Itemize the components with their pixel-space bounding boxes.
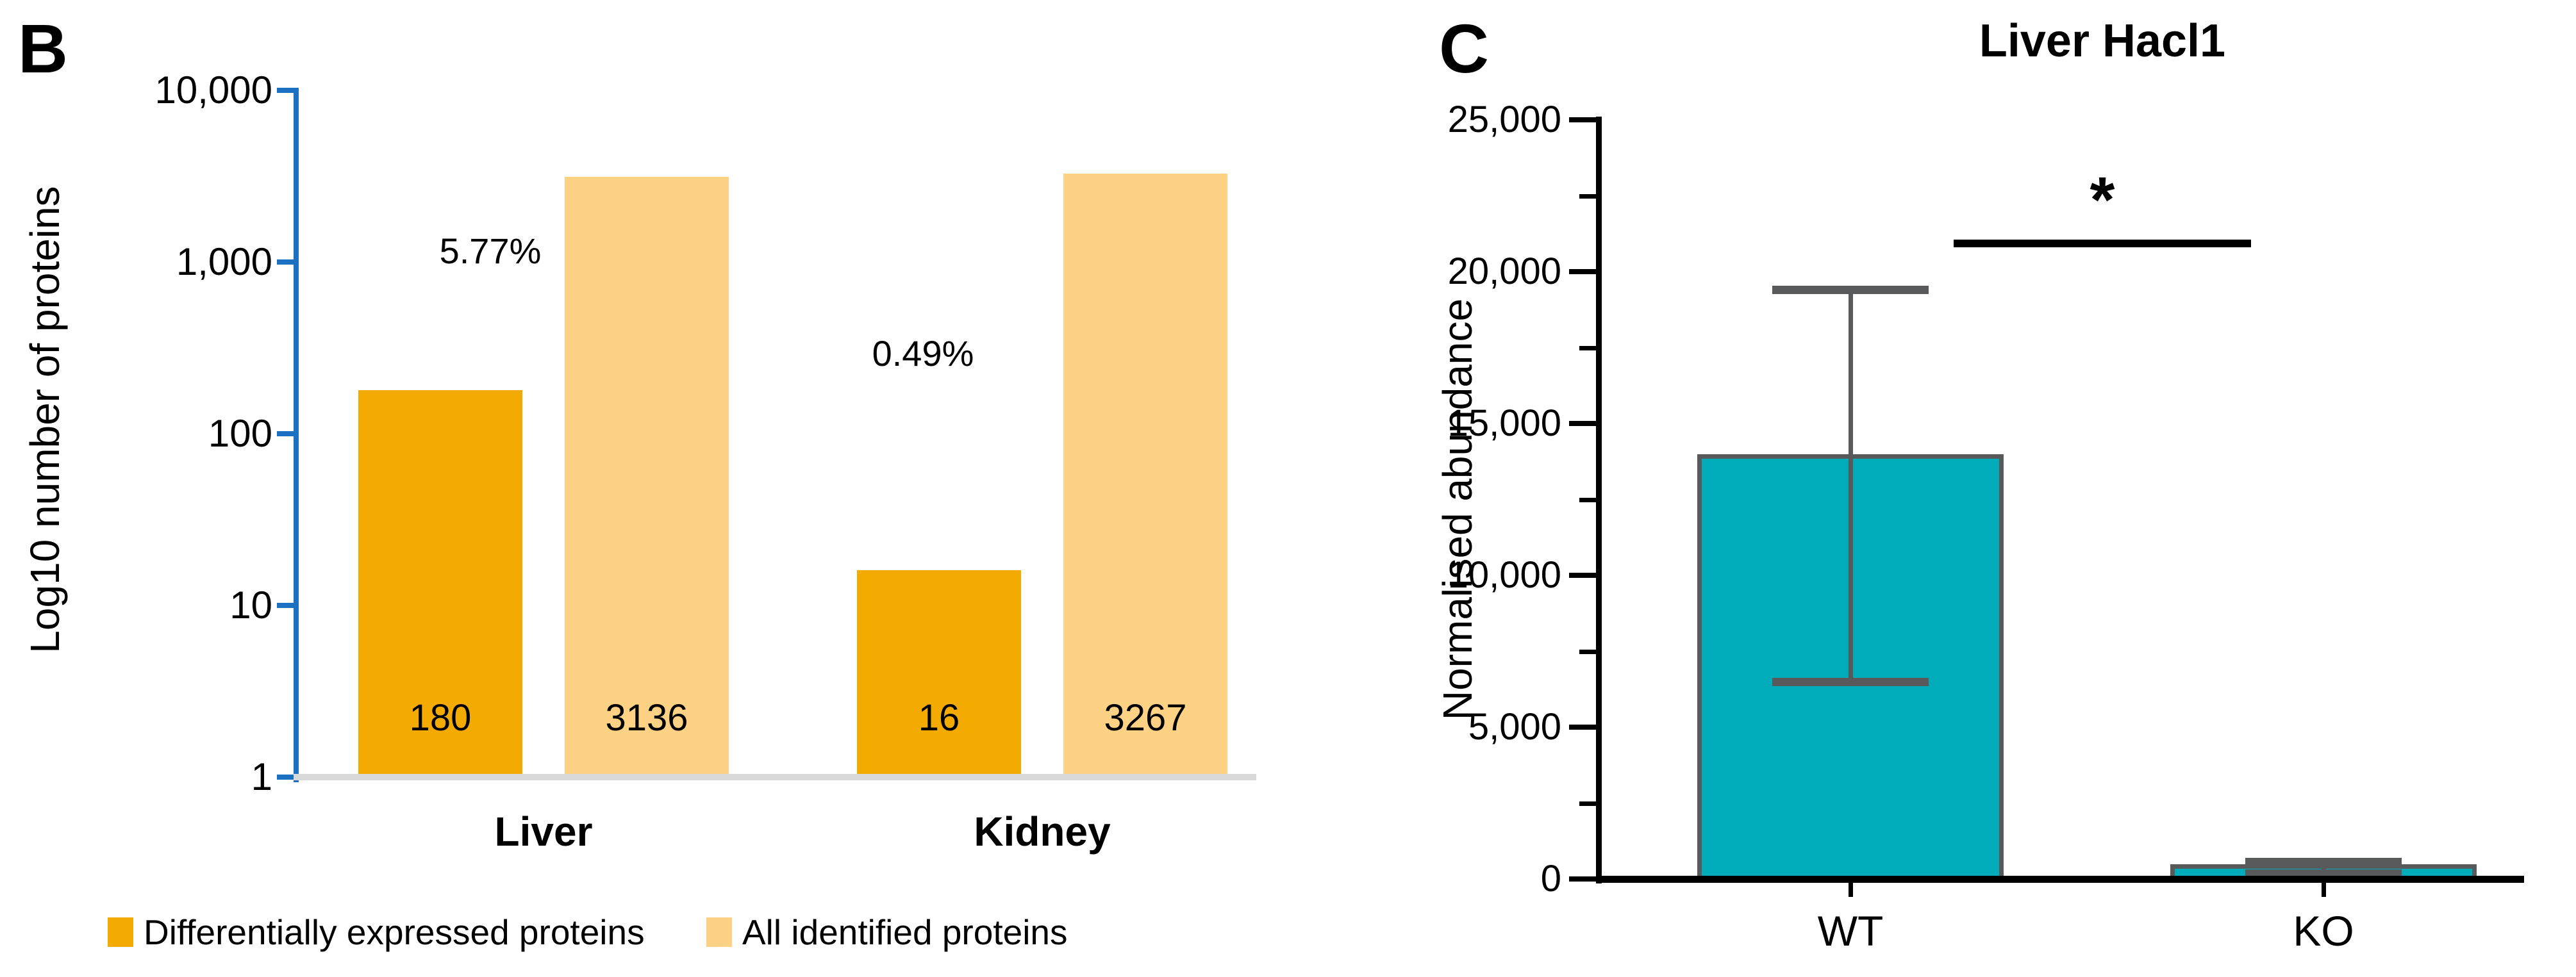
error-cap-bottom-wt bbox=[1772, 678, 1929, 686]
y-axis-line bbox=[1596, 117, 1602, 883]
y-tick-major bbox=[1569, 573, 1596, 578]
bar-kidney-dep bbox=[857, 570, 1021, 776]
error-cap-top-ko bbox=[2245, 858, 2402, 866]
y-tick-label: 10 bbox=[229, 584, 272, 627]
y-tick bbox=[277, 431, 294, 436]
error-cap-bottom-ko bbox=[2245, 869, 2402, 878]
bar-liver-all bbox=[565, 177, 729, 776]
y-tick-label: 5,000 bbox=[1468, 706, 1561, 748]
x-axis-baseline bbox=[1596, 876, 2524, 883]
category-label-liver: Liver bbox=[494, 809, 593, 855]
y-tick-label: 0 bbox=[1540, 858, 1561, 899]
legend-label-all-identified: All identified proteins bbox=[742, 912, 1068, 952]
percent-annotation-kidney: 0.49% bbox=[872, 333, 974, 374]
bar-liver-dep bbox=[358, 390, 522, 776]
y-tick bbox=[277, 259, 294, 265]
y-tick-major bbox=[1569, 421, 1596, 426]
y-tick-label: 1 bbox=[251, 755, 272, 798]
significance-asterisk: * bbox=[2090, 164, 2115, 236]
panel-c-letter: C bbox=[1439, 10, 1489, 87]
error-bar-line-wt bbox=[1849, 290, 1853, 681]
error-cap-top-wt bbox=[1772, 286, 1929, 294]
y-tick-label: 10,000 bbox=[1447, 554, 1561, 596]
y-tick-minor bbox=[1579, 498, 1596, 502]
x-tick-label-ko: KO bbox=[2293, 907, 2354, 955]
y-tick-label: 20,000 bbox=[1447, 250, 1561, 292]
y-tick-label: 25,000 bbox=[1447, 99, 1561, 140]
y-tick-minor bbox=[1579, 650, 1596, 654]
y-tick-major bbox=[1569, 876, 1596, 882]
x-tick-wt bbox=[1849, 883, 1853, 897]
y-tick-label: 10,000 bbox=[154, 69, 272, 111]
category-label-kidney: Kidney bbox=[974, 809, 1111, 855]
y-tick bbox=[277, 603, 294, 608]
significance-bar bbox=[1954, 240, 2251, 247]
y-tick bbox=[277, 775, 294, 780]
bar-value-label: 16 bbox=[918, 697, 960, 739]
y-tick-label: 15,000 bbox=[1447, 402, 1561, 444]
percent-annotation-liver: 5.77% bbox=[439, 231, 542, 271]
error-bar-line-ko bbox=[2322, 862, 2326, 873]
y-tick-minor bbox=[1579, 194, 1596, 199]
bar-value-label: 180 bbox=[409, 697, 472, 739]
x-axis-baseline bbox=[294, 774, 1256, 780]
y-tick bbox=[277, 88, 294, 93]
y-tick-major bbox=[1569, 269, 1596, 274]
panel-c-title: Liver Hacl1 bbox=[1979, 15, 2226, 67]
legend-swatch-all-identified bbox=[706, 917, 732, 947]
y-axis-line bbox=[294, 88, 299, 782]
x-tick-ko bbox=[2322, 883, 2326, 897]
bar-kidney-all bbox=[1063, 174, 1227, 776]
x-tick-label-wt: WT bbox=[1817, 907, 1884, 955]
y-tick-label: 1,000 bbox=[176, 240, 272, 283]
y-tick-major bbox=[1569, 725, 1596, 730]
legend-label-differentially-expressed: Differentially expressed proteins bbox=[144, 912, 645, 952]
y-tick-major bbox=[1569, 117, 1596, 122]
y-tick-label: 100 bbox=[208, 412, 272, 455]
legend-swatch-differentially-expressed bbox=[108, 917, 133, 947]
bar-value-label: 3267 bbox=[1104, 697, 1187, 739]
y-tick-minor bbox=[1579, 801, 1596, 806]
panel-b-letter: B bbox=[18, 10, 68, 87]
bar-value-label: 3136 bbox=[605, 697, 688, 739]
y-tick-minor bbox=[1579, 346, 1596, 350]
